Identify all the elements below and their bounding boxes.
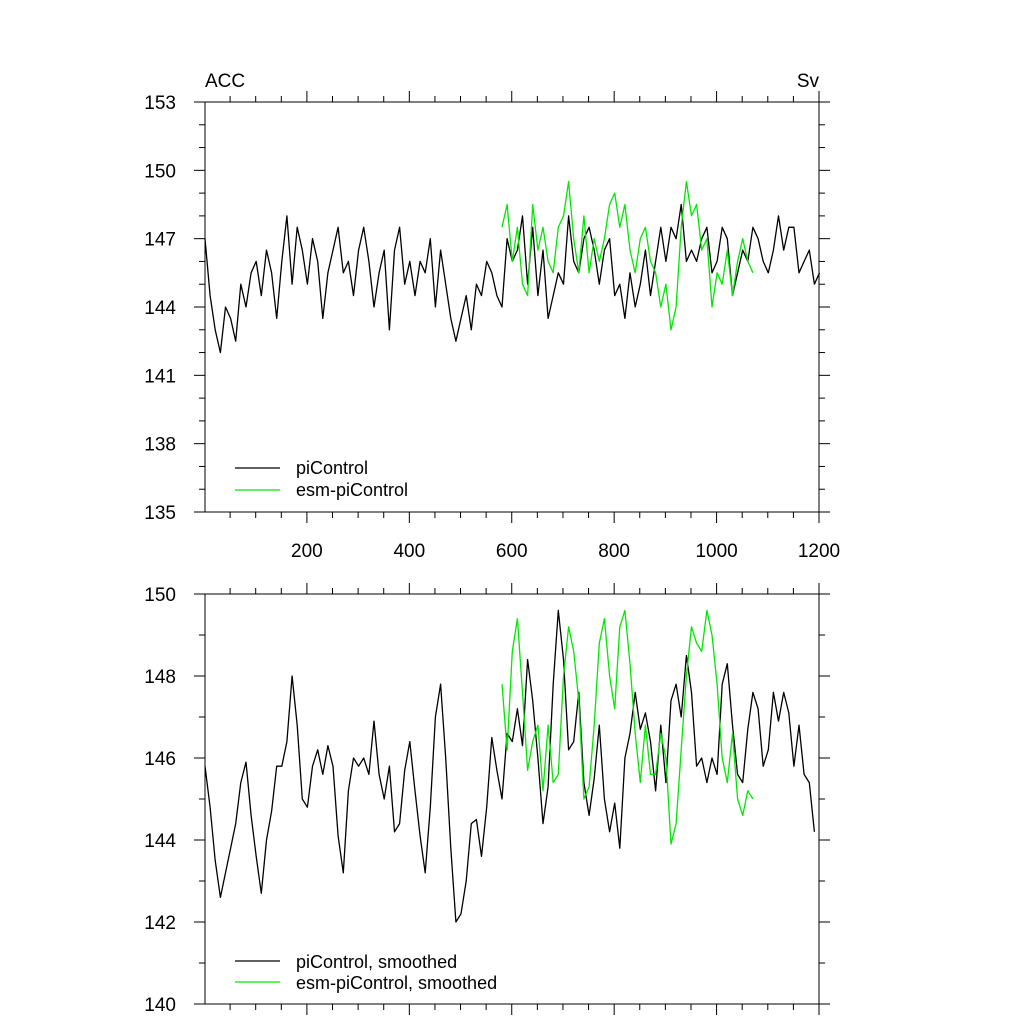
- plot-frame: [204, 101, 820, 513]
- y-tick-label: 147: [144, 230, 176, 251]
- y-tick-label: 138: [144, 435, 176, 456]
- x-tick-label: 1000: [695, 541, 737, 562]
- series-line-picontrol: [204, 203, 821, 354]
- x-tick-label: 600: [496, 541, 528, 562]
- x-tick-label: 200: [291, 541, 323, 562]
- legend-label-picontrol: piControl: [296, 458, 368, 478]
- y-tick-label: 148: [144, 667, 176, 688]
- y-tick-label: 150: [144, 161, 176, 182]
- y-tick-label: 144: [144, 298, 176, 319]
- series-line-esm-picontrol: [501, 181, 754, 331]
- x-tick-labels: 200 400 600 800 1000 1200: [291, 541, 840, 562]
- series-group: [204, 609, 816, 923]
- legend: piControl esm-piControl: [235, 458, 408, 500]
- y-tick-label: 142: [144, 913, 176, 934]
- x-tick-label: 1200: [798, 541, 840, 562]
- tick-marks: [194, 583, 830, 1015]
- legend: piControl, smoothed esm-piControl, smoot…: [235, 952, 497, 993]
- x-tick-label: 800: [598, 541, 630, 562]
- y-tick-labels: 135 138 141 144 147 150 153: [144, 93, 176, 524]
- y-tick-label: 141: [144, 366, 176, 387]
- legend-label-picontrol-smoothed: piControl, smoothed: [296, 952, 457, 972]
- acc-smoothed-chart: 140 142 144 146 148 150 piControl, smoothed e…: [144, 583, 830, 1016]
- y-tick-labels: 140 142 144 146 148 150: [144, 585, 176, 1016]
- tick-marks: [194, 91, 830, 523]
- y-tick-label: 144: [144, 831, 176, 852]
- y-tick-label: 140: [144, 995, 176, 1016]
- y-tick-label: 153: [144, 93, 176, 114]
- acc-chart: ACC Sv 135 138 141 144 147 150 153 200 400 600 80…: [144, 71, 840, 562]
- legend-label-esm-picontrol: esm-piControl: [296, 480, 408, 500]
- y-tick-label: 150: [144, 585, 176, 606]
- x-tick-label: 400: [393, 541, 425, 562]
- series-line-picontrol-smoothed: [204, 609, 816, 923]
- series-group: [204, 181, 821, 354]
- chart-title-left: ACC: [205, 71, 245, 92]
- series-line-esm-picontrol-smoothed: [501, 609, 754, 845]
- y-tick-label: 135: [144, 503, 176, 524]
- y-tick-label: 146: [144, 749, 176, 770]
- chart-title-right: Sv: [797, 71, 820, 92]
- legend-label-esm-picontrol-smoothed: esm-piControl, smoothed: [296, 973, 497, 993]
